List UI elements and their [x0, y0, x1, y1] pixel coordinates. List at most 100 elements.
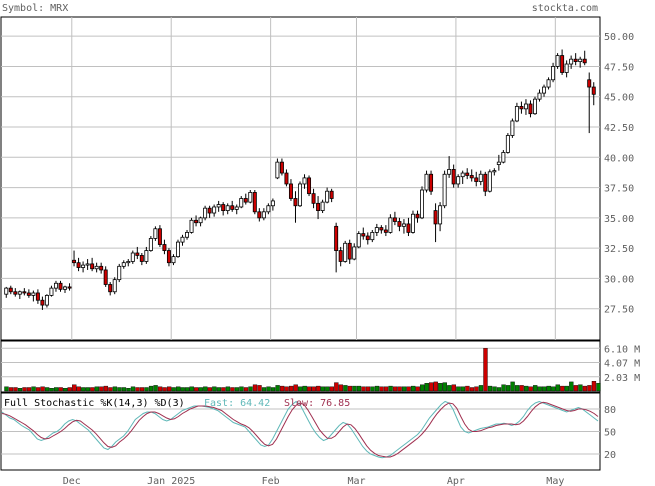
- stochastic-panel: 80 50 20 Full Stochastic %K(14,3) %D(3) Fa…: [0, 392, 616, 471]
- volume-bar: [514, 385, 520, 392]
- candle: [198, 216, 203, 227]
- volume-bar: [166, 386, 172, 392]
- volume-bar: [130, 386, 136, 392]
- candle: [194, 215, 199, 227]
- volume-bar: [302, 385, 307, 392]
- candle: [139, 252, 144, 266]
- volume-bar: [266, 386, 271, 392]
- candle: [135, 246, 140, 260]
- candle: [587, 72, 592, 134]
- price-tick-label: 27.50: [604, 305, 634, 316]
- candle: [501, 150, 506, 164]
- volume-bar: [90, 387, 95, 392]
- volume-bar: [560, 385, 565, 392]
- volume-bar: [392, 386, 398, 392]
- stochastic-tick-label: 80: [604, 405, 616, 416]
- volume-bar: [252, 384, 258, 392]
- candle: [510, 118, 515, 138]
- stochastic-fast-line: [1, 400, 599, 459]
- volume-bar: [483, 348, 488, 392]
- price-tick-label: 35.00: [604, 214, 634, 225]
- x-tick-label: Feb: [262, 476, 280, 486]
- candle: [438, 202, 443, 232]
- candle: [478, 170, 483, 186]
- volume-bar: [261, 387, 267, 392]
- volume-bar: [298, 386, 303, 392]
- candle: [94, 262, 99, 273]
- candle: [44, 294, 49, 308]
- stochastic-title: Full Stochastic %K(14,3) %D(3): [4, 398, 185, 409]
- volume-bar: [578, 384, 583, 392]
- candle: [406, 217, 411, 237]
- volume-bar: [293, 384, 298, 392]
- volume-bar: [325, 386, 330, 392]
- volume-bar: [415, 386, 420, 392]
- volume-bar: [519, 385, 524, 392]
- volume-bars: [4, 348, 601, 392]
- candle: [121, 260, 126, 269]
- price-candles: [4, 49, 596, 310]
- candle: [542, 84, 547, 97]
- volume-bar: [216, 387, 222, 392]
- candle: [239, 196, 244, 209]
- x-tick-label: May: [546, 476, 564, 486]
- price-axis: 50.00 47.50 45.00 42.50 40.00 37.50 35.00 32.50…: [604, 32, 634, 316]
- candle: [81, 261, 86, 273]
- candle: [469, 169, 474, 182]
- volume-bar: [591, 381, 597, 392]
- candle: [528, 100, 533, 118]
- volume-bar: [176, 386, 181, 392]
- volume-panel: 6.10 M 4.07 M 2.03 M: [0, 340, 640, 393]
- volume-bar: [420, 384, 425, 392]
- volume-bar: [465, 385, 470, 392]
- candle: [130, 250, 135, 264]
- volume-bar: [320, 386, 325, 392]
- candle: [302, 174, 307, 189]
- volume-tick-label: 2.03 M: [604, 373, 640, 384]
- x-tick-label: Apr: [447, 476, 465, 486]
- volume-bar: [26, 387, 32, 392]
- candle: [35, 289, 40, 304]
- candle: [17, 290, 22, 300]
- candle: [352, 243, 357, 261]
- volume-bar: [429, 382, 434, 392]
- candle: [451, 164, 456, 188]
- candle: [207, 205, 212, 218]
- volume-bar: [81, 387, 86, 392]
- candle: [203, 205, 208, 221]
- candle: [483, 171, 488, 197]
- candle: [221, 202, 226, 216]
- volume-bar: [13, 387, 18, 392]
- candle: [474, 171, 479, 187]
- volume-bar: [542, 386, 547, 392]
- volume-tick-label: 6.10 M: [604, 344, 640, 355]
- candle: [514, 102, 519, 123]
- candle: [117, 263, 122, 283]
- symbol-label: Symbol: MRX: [2, 3, 68, 14]
- volume-bar: [275, 385, 280, 392]
- volume-bar: [492, 386, 497, 392]
- volume-bar: [460, 386, 466, 392]
- candle: [356, 231, 361, 249]
- volume-bar: [356, 385, 362, 392]
- candle: [433, 203, 438, 243]
- volume-bar: [307, 386, 312, 392]
- candle: [560, 49, 565, 75]
- volume-bar: [22, 387, 27, 392]
- stochastic-tick-label: 50: [604, 428, 616, 439]
- candle: [537, 89, 542, 102]
- volume-bar: [279, 385, 285, 392]
- candle: [293, 191, 298, 223]
- candle: [447, 156, 452, 178]
- candle: [343, 240, 348, 263]
- volume-bar: [171, 387, 176, 392]
- candle: [171, 254, 176, 266]
- volume-bar: [31, 386, 36, 392]
- volume-bar: [469, 387, 475, 392]
- price-frame: [0, 16, 601, 341]
- volume-bar: [40, 386, 45, 392]
- volume-bar: [99, 386, 104, 392]
- volume-bar: [537, 386, 542, 392]
- volume-bar: [401, 386, 407, 392]
- candle: [415, 210, 420, 223]
